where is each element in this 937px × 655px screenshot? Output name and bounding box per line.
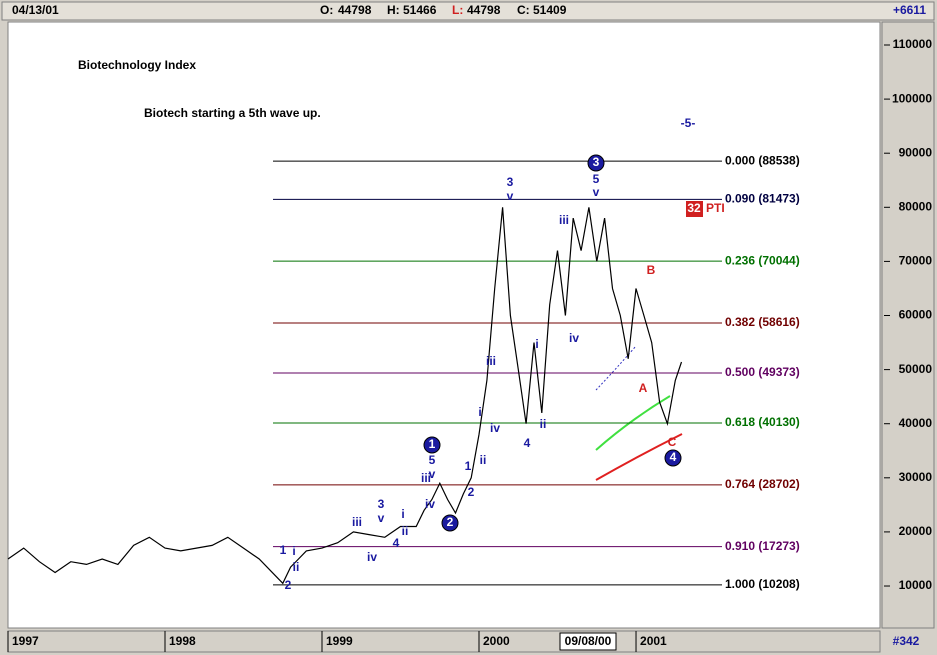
y-tick-label: 20000 [899, 524, 933, 538]
cursor-box [559, 632, 617, 651]
wave-label: 4 [393, 536, 400, 550]
fib-label: 1.000 (10208) [725, 577, 800, 591]
wave-label: 2 [468, 485, 475, 499]
y-tick-label: 60000 [899, 308, 933, 322]
wave-label: v [593, 185, 600, 199]
x-tick-label: 1998 [169, 634, 196, 648]
y-tick-label: 30000 [899, 470, 933, 484]
wave-label: 2 [447, 515, 454, 529]
wave-label: ii [293, 560, 300, 574]
high-label: H: [387, 3, 400, 17]
wave-label: iv [425, 497, 435, 511]
wave-label: iii [559, 213, 569, 227]
wave-label: v [378, 511, 385, 525]
wave-circle [441, 514, 459, 532]
indicator-label: PTI [706, 201, 725, 215]
wave-label: iii [352, 515, 362, 529]
fib-label: 0.090 (81473) [725, 192, 800, 206]
wave-label: i [535, 337, 538, 351]
x-tick-label: 2000 [483, 634, 510, 648]
wave-label: v [507, 189, 514, 203]
y-tick-label: 110000 [893, 37, 933, 51]
close-value: 51409 [533, 3, 567, 17]
y-tick-label: 90000 [899, 145, 933, 159]
wave-label: ii [540, 417, 547, 431]
change: +6611 [893, 3, 926, 17]
wave-label: 4 [524, 436, 531, 450]
fib-label: 0.618 (40130) [725, 415, 800, 429]
wave-label: 3 [507, 175, 514, 189]
wave-label: i [401, 507, 404, 521]
wave-label: C [668, 435, 677, 449]
wave-label: B [647, 263, 656, 277]
wave-label: iv [367, 550, 377, 564]
wave-label: 5 [429, 453, 436, 467]
y-tick-label: 80000 [899, 199, 933, 213]
header-bar [1, 1, 935, 21]
y-axis-panel [881, 21, 935, 629]
wave-label: i [292, 544, 295, 558]
y-tick-label: 40000 [899, 416, 933, 430]
wave-label: 4 [670, 450, 677, 464]
x-tick-label: 1999 [326, 634, 353, 648]
wave-label: A [639, 381, 648, 395]
wave-label: ii [480, 453, 487, 467]
y-tick-label: 70000 [899, 254, 933, 268]
fib-label: 0.382 (58616) [725, 315, 800, 329]
indicator-box [686, 201, 703, 217]
open-value: 44798 [338, 3, 372, 17]
fib-label: 0.910 (17273) [725, 539, 800, 553]
wave-circle [664, 449, 682, 467]
y-tick-label: 10000 [899, 578, 933, 592]
wave-label: 1 [465, 459, 472, 473]
low-value: 44798 [467, 3, 501, 17]
wave-label: 3 [378, 497, 385, 511]
fib-label: 0.236 (70044) [725, 253, 800, 267]
wave-label: 1 [280, 543, 287, 557]
high-value: 51466 [403, 3, 437, 17]
close-label: C: [517, 3, 530, 17]
wave-label: 3 [593, 155, 600, 169]
wave-label: i [478, 405, 481, 419]
chart-subtitle: Biotech starting a 5th wave up. [144, 106, 321, 120]
wave-label: iv [569, 331, 579, 345]
y-tick-label: 50000 [899, 362, 933, 376]
cursor-date: 09/08/00 [565, 634, 612, 648]
wave-label: v [429, 467, 436, 481]
fib-label: 0.000 (88538) [725, 153, 800, 167]
chart-title: Biotechnology Index [78, 58, 196, 72]
open-label: O: [320, 3, 333, 17]
wave-label: ii [402, 524, 409, 538]
wave-circle [423, 436, 441, 454]
indicator-value: 32 [687, 201, 701, 215]
wave-label: 1 [429, 437, 436, 451]
bar-count: #342 [893, 634, 920, 648]
price-line [7, 207, 683, 585]
fib-label: 0.500 (49373) [725, 365, 800, 379]
trend-curve [595, 345, 637, 391]
wave-label: iii [421, 471, 431, 485]
wave-label: -5- [681, 116, 696, 130]
wave-label: 2 [285, 578, 292, 592]
x-axis-panel [7, 630, 881, 653]
trend-curve [595, 395, 671, 451]
x-tick-label: 1997 [12, 634, 39, 648]
trend-curve [595, 433, 683, 481]
header-date: 04/13/01 [12, 3, 59, 17]
wave-label: 5 [593, 172, 600, 186]
wave-label: iii [486, 354, 496, 368]
wave-label: iv [490, 421, 500, 435]
x-tick-label: 2001 [640, 634, 667, 648]
y-tick-label: 100000 [892, 91, 932, 105]
low-label: L: [452, 3, 463, 17]
fib-label: 0.764 (28702) [725, 477, 800, 491]
wave-circle [587, 154, 605, 172]
